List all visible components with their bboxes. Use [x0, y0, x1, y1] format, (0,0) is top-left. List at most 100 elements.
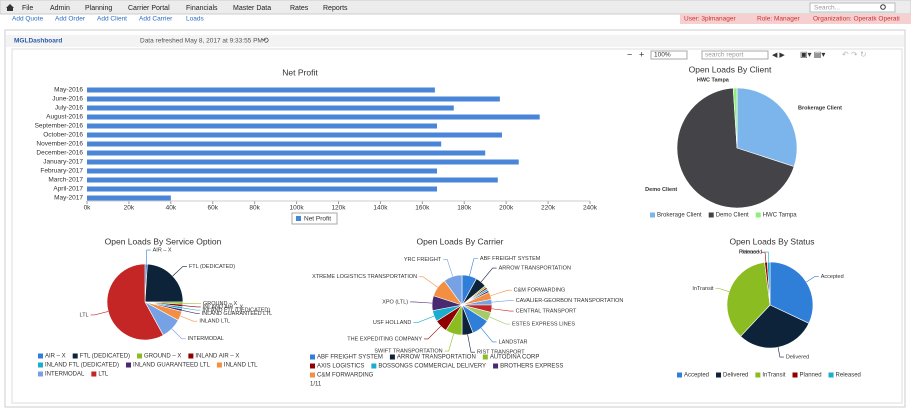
legend-label: Delivered: [723, 373, 748, 379]
legend-label: Net Profit: [304, 216, 331, 223]
role: Role: Manager: [757, 16, 800, 23]
quick-link[interactable]: Loads: [186, 16, 204, 23]
data-label: Demo Client: [645, 187, 677, 193]
legend-swatch: [793, 373, 798, 378]
data-label: ESTES EXPRESS LINES: [512, 322, 575, 328]
legend-swatch: [677, 373, 682, 378]
legend-swatch: [188, 354, 193, 359]
x-tick-label: 120k: [331, 205, 346, 212]
x-tick-label: 100k: [290, 205, 305, 212]
x-tick-label: 40k: [166, 205, 177, 212]
legend-label: BOSSONGS COMMERCIAL DELIVERY: [378, 364, 486, 370]
bar: [87, 151, 485, 156]
organization: Organization: Operatk Operati: [813, 16, 900, 23]
y-tick-label: December-2016: [36, 150, 83, 157]
data-label: Brokerage Client: [798, 105, 842, 111]
legend-swatch: [126, 363, 131, 368]
undo-redo[interactable]: ↶ ↷ ↻: [842, 50, 867, 59]
data-label: INTERMODAL: [188, 336, 224, 342]
x-tick-label: 200k: [499, 205, 514, 212]
legend-swatch: [91, 372, 96, 377]
x-tick-label: 140k: [373, 205, 388, 212]
bar: [87, 88, 435, 93]
legend-swatch: [755, 373, 760, 378]
data-label: ABF FREIGHT SYSTEM: [480, 256, 541, 262]
zoom-value[interactable]: 100%: [654, 52, 671, 59]
legend-label: AUTODINA CORP: [490, 355, 540, 361]
legend-swatch: [716, 373, 721, 378]
y-tick-label: July-2016: [55, 105, 84, 112]
data-label: YRC FREIGHT: [404, 257, 442, 263]
quick-link[interactable]: Add Client: [97, 16, 127, 23]
data-label: C&M FORWARDING: [514, 288, 566, 294]
legend-swatch: [483, 355, 488, 360]
y-tick-label: May-2017: [54, 195, 83, 202]
quick-link[interactable]: Add Quote: [12, 16, 43, 23]
legend-swatch: [217, 363, 222, 368]
legend-swatch: [756, 213, 761, 218]
data-label: FTL (DEDICATED): [189, 264, 235, 270]
menu-item[interactable]: Planning: [85, 5, 112, 12]
legend-label: ARROW TRANSPORTATION: [397, 355, 476, 361]
legend-swatch: [38, 363, 43, 368]
legend-label: ABF FREIGHT SYSTEM: [317, 355, 383, 361]
legend-swatch: [73, 354, 78, 359]
data-label: Released: [739, 249, 762, 255]
zoom-in[interactable]: +: [639, 49, 644, 59]
menu-item[interactable]: Carrier Portal: [128, 5, 170, 12]
data-label: INLAND LTL: [199, 319, 230, 325]
legend-label: LTL: [98, 372, 109, 378]
y-tick-label: October-2016: [43, 132, 83, 139]
legend-swatch: [709, 213, 714, 218]
bar: [87, 142, 441, 147]
legend-label: INLAND LTL: [224, 363, 258, 369]
y-tick-label: May-2016: [54, 87, 83, 94]
legend-label: AXIS LOGISTICS: [317, 364, 364, 370]
data-label: ARROW TRANSPORTATION: [499, 265, 571, 271]
legend-swatch: [310, 373, 315, 378]
chart-title: Net Profit: [282, 67, 318, 77]
export-icons[interactable]: ▣▾ ▤▾: [800, 50, 825, 59]
data-label: LANDSTAR: [499, 339, 528, 345]
bar: [87, 187, 437, 192]
bar: [87, 106, 454, 111]
x-tick-label: 220k: [541, 205, 556, 212]
legend-swatch: [296, 216, 301, 221]
menu-item[interactable]: Financials: [186, 5, 218, 12]
menu-item[interactable]: Admin: [50, 5, 70, 12]
y-tick-label: November-2016: [36, 141, 83, 148]
data-label: CENTRAL TRANSPORT: [516, 308, 577, 314]
legend-pager[interactable]: 1/11: [310, 382, 322, 388]
legend-label: Brokerage Client: [657, 213, 702, 219]
menu-item[interactable]: File: [22, 5, 33, 12]
data-label: XPO (LTL): [382, 299, 408, 305]
y-tick-label: January-2017: [43, 159, 83, 166]
legend-swatch: [371, 364, 376, 369]
y-tick-label: April-2017: [53, 186, 83, 193]
menu-item[interactable]: Reports: [323, 5, 348, 12]
y-tick-label: March-2017: [48, 177, 83, 184]
legend-label: INLAND FTL (DEDICATED): [45, 363, 119, 369]
legend-swatch: [829, 373, 834, 378]
menu-item[interactable]: Master Data: [233, 5, 271, 12]
quick-link[interactable]: Add Carrier: [139, 16, 173, 23]
data-label: INLAND GUARANTEED LTL: [202, 311, 273, 317]
legend-label: FTL (DEDICATED): [80, 354, 130, 360]
menu-item[interactable]: Rates: [290, 5, 309, 12]
legend-swatch: [310, 364, 315, 369]
quick-link[interactable]: Add Order: [55, 16, 86, 23]
legend-label: INLAND GUARANTEED LTL: [133, 363, 211, 369]
report-search-placeholder[interactable]: search report: [705, 52, 743, 59]
data-label: Delivered: [786, 355, 809, 361]
x-tick-label: 240k: [583, 205, 598, 212]
search-placeholder[interactable]: Search...: [814, 5, 840, 12]
dashboard-name: MGLDashboard: [14, 38, 62, 45]
chart-title: Open Loads By Client: [689, 64, 772, 74]
legend-label: GROUND – X: [144, 354, 181, 360]
refresh-icon[interactable]: ⟲: [262, 36, 269, 45]
bar: [87, 160, 519, 165]
nav-arrows[interactable]: ◀ ▶: [772, 52, 785, 59]
zoom-out[interactable]: −: [627, 49, 632, 59]
legend-swatch: [650, 213, 655, 218]
